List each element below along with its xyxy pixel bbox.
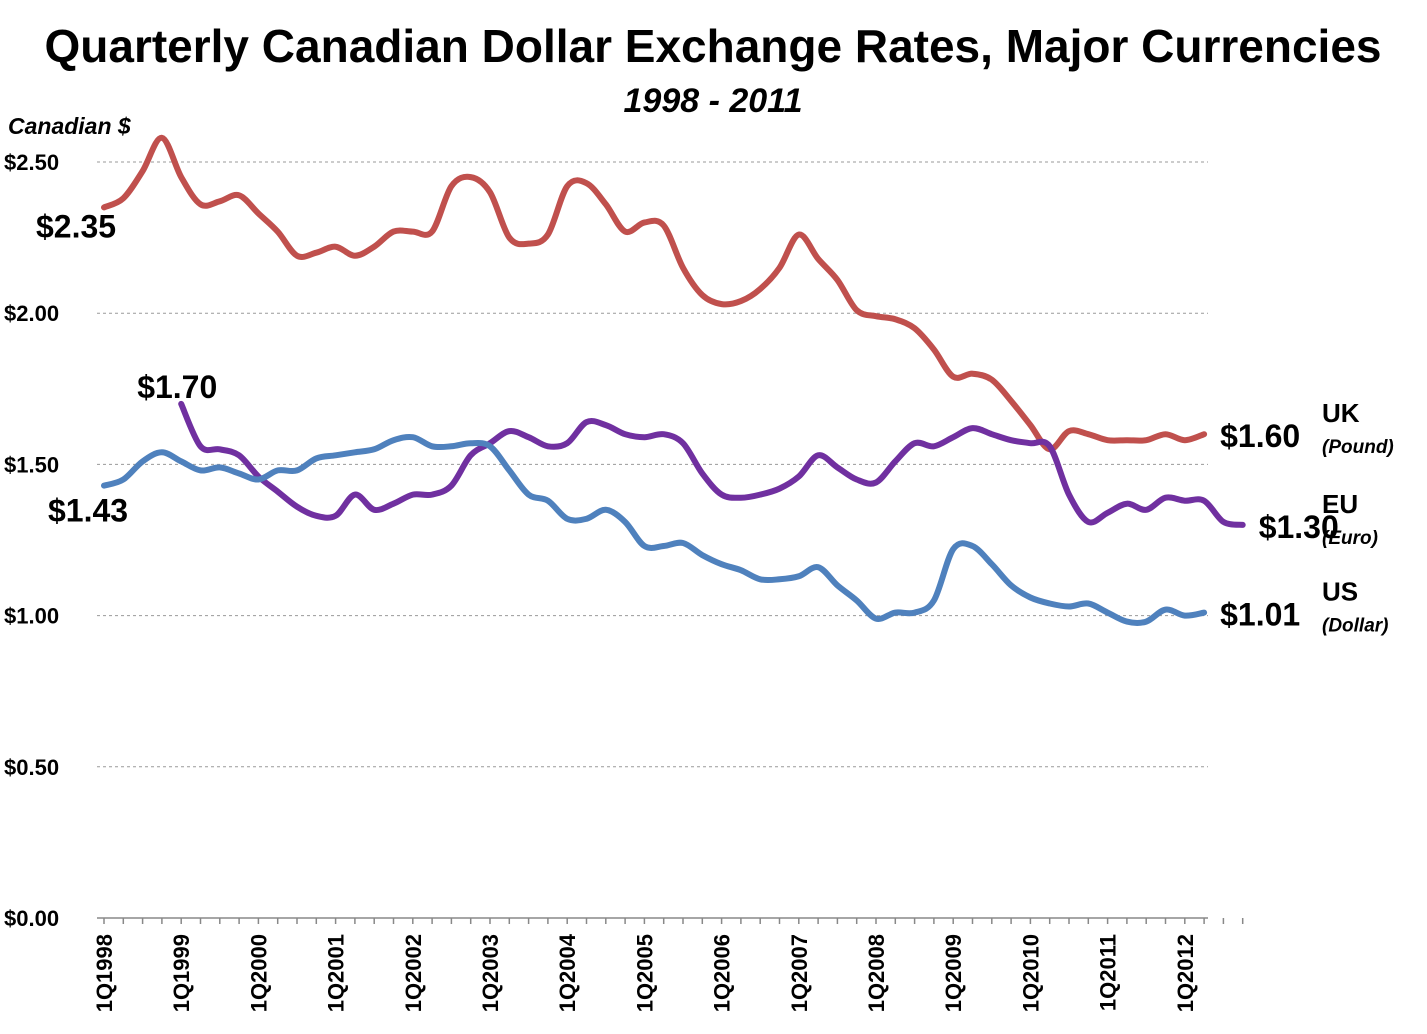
end-value-label-us: $1.01: [1220, 597, 1300, 633]
legend-entry-us: US: [1322, 577, 1358, 607]
gridlines: [97, 161, 1208, 768]
legend-sub-us: (Dollar): [1322, 616, 1389, 637]
chart-subtitle: 1998 - 2011: [624, 82, 803, 120]
y-tick-label: $0.00: [4, 906, 59, 931]
series-line-eu: [178, 400, 1246, 528]
x-axis: 1Q1998 1Q1999 1Q2000 1Q2001 1Q2002 1Q2003 1Q20…: [92, 917, 1244, 1012]
x-tick-label: 1Q2003: [478, 934, 503, 1012]
start-value-label-eu: $1.70: [137, 369, 217, 405]
end-value-label-eu: $1.30: [1259, 509, 1339, 545]
y-tick-label: $1.50: [4, 452, 59, 477]
y-tick-label: $0.50: [4, 755, 59, 780]
x-tick-label: 1Q2000: [246, 934, 271, 1012]
y-tick-label: $2.00: [4, 301, 59, 326]
legend-entry-eu: EU: [1322, 489, 1358, 519]
legend-entry-uk: UK: [1322, 398, 1360, 428]
x-tick-label: 1Q1998: [92, 934, 117, 1012]
start-value-label-uk: $2.35: [36, 208, 116, 244]
x-tick-label: 1Q2001: [324, 934, 349, 1012]
x-tick-label: 1Q2004: [555, 933, 580, 1012]
series-lines: [101, 134, 1246, 626]
x-tick-label: 1Q2009: [941, 934, 966, 1012]
series-line-us: [101, 433, 1208, 626]
series-line-uk: [101, 134, 1208, 453]
x-tick-label: 1Q2008: [864, 934, 889, 1012]
x-tick-label: 1Q1999: [169, 934, 194, 1012]
x-tick-label: 1Q2006: [710, 934, 735, 1012]
x-tick-label: 1Q2011: [1096, 934, 1121, 1011]
y-axis-label: Canadian $: [8, 113, 131, 139]
legend: UK (Pound) EU (Euro) US (Dollar): [1322, 398, 1394, 636]
x-tick-label: 1Q2012: [1173, 934, 1198, 1012]
end-value-label-uk: $1.60: [1220, 418, 1300, 454]
x-tick-label: 1Q2002: [401, 934, 426, 1012]
value-annotations: $2.35 $1.60 $1.70 $1.30 $1.43 $1.01: [36, 208, 1339, 632]
x-tick-label: 1Q2010: [1018, 934, 1043, 1012]
x-tick-label: 1Q2005: [632, 934, 657, 1012]
y-tick-label: $1.00: [4, 604, 59, 629]
legend-sub-uk: (Pound): [1322, 437, 1394, 458]
legend-sub-eu: (Euro): [1322, 528, 1378, 549]
start-value-label-us: $1.43: [48, 493, 128, 529]
chart-title: Quarterly Canadian Dollar Exchange Rates…: [44, 20, 1381, 72]
y-axis-ticks: $0.00 $0.50 $1.00 $1.50 $2.00 $2.50: [4, 150, 59, 931]
x-tick-label: 1Q2007: [787, 934, 812, 1012]
y-tick-label: $2.50: [4, 150, 59, 175]
